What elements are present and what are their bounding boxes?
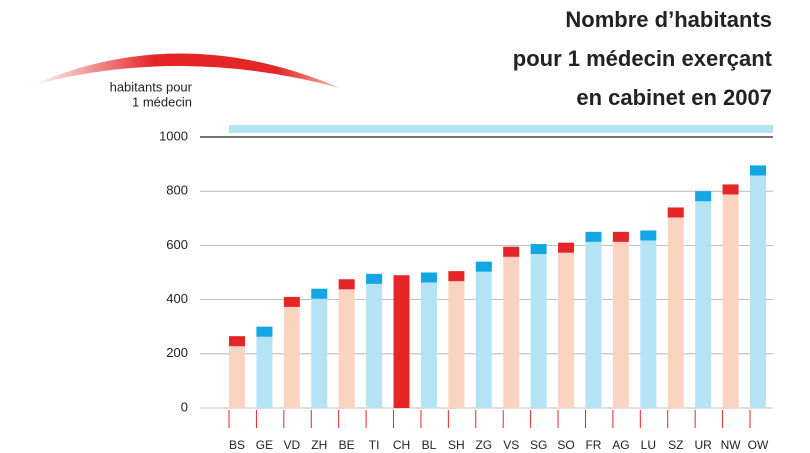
bar-cap: [695, 191, 711, 201]
chart-title: pour 1 médecin exerçant: [513, 46, 773, 71]
bar: [394, 275, 410, 408]
y-tick-label: 1000: [159, 128, 188, 143]
bar: [750, 165, 766, 408]
bar-cap: [750, 165, 766, 175]
bar: [339, 279, 355, 408]
bar-cap: [558, 243, 574, 253]
x-tick-label: ZG: [475, 438, 492, 452]
chart: habitants pour 1 médecin Nombre d’habita…: [0, 0, 810, 453]
x-tick-label: SH: [448, 438, 465, 452]
bar-cap: [585, 232, 601, 242]
y-axis-label: habitants pour: [110, 79, 193, 94]
chart-title: Nombre d’habitants: [565, 7, 772, 32]
x-tick-label: VS: [503, 438, 519, 452]
bar-cap: [448, 271, 464, 281]
bar: [448, 271, 464, 408]
bar-cap: [339, 279, 355, 289]
bar-cap: [723, 184, 739, 194]
x-tick-label: ZH: [311, 438, 327, 452]
bar-cap: [284, 297, 300, 307]
x-tick-label: UR: [694, 438, 712, 452]
bar: [503, 247, 519, 408]
bar-cap: [229, 336, 245, 346]
x-tick-label: BL: [422, 438, 437, 452]
bar-cap: [503, 247, 519, 257]
x-tick-label: SO: [557, 438, 574, 452]
x-tick-label: GE: [256, 438, 273, 452]
bar-cap: [366, 274, 382, 284]
x-tick-label: BE: [339, 438, 355, 452]
bar: [476, 262, 492, 408]
x-tick-label: LU: [641, 438, 656, 452]
y-tick-label: 600: [166, 237, 188, 252]
x-tick-label: SG: [530, 438, 547, 452]
decor-band: [229, 125, 773, 133]
bar: [256, 327, 272, 408]
bar: [723, 184, 739, 408]
bar-cap: [531, 244, 547, 254]
y-tick-label: 200: [166, 345, 188, 360]
x-tick-label: SZ: [668, 438, 683, 452]
bar: [640, 230, 656, 408]
bar: [284, 297, 300, 408]
bar-cap: [640, 230, 656, 240]
y-tick-label: 0: [181, 399, 188, 414]
bar: [531, 244, 547, 408]
bar: [421, 273, 437, 409]
bar-cap: [668, 207, 684, 217]
bar: [558, 243, 574, 408]
bar: [695, 191, 711, 408]
bar-cap: [613, 232, 629, 242]
y-axis-label: 1 médecin: [132, 94, 192, 109]
bar: [366, 274, 382, 408]
bar: [311, 289, 327, 408]
bar-cap: [311, 289, 327, 299]
chart-title: en cabinet en 2007: [576, 85, 772, 110]
bar: [668, 207, 684, 408]
x-tick-label: FR: [585, 438, 601, 452]
x-tick-label: VD: [284, 438, 301, 452]
x-tick-label: NW: [721, 438, 742, 452]
bar-cap: [421, 273, 437, 283]
bar: [585, 232, 601, 408]
x-tick-label: CH: [393, 438, 410, 452]
y-tick-label: 800: [166, 183, 188, 198]
x-tick-label: OW: [748, 438, 769, 452]
bar-cap: [476, 262, 492, 272]
x-tick-label: BS: [229, 438, 245, 452]
x-tick-label: TI: [369, 438, 380, 452]
bar-cap: [256, 327, 272, 337]
x-tick-label: AG: [612, 438, 629, 452]
y-tick-label: 400: [166, 291, 188, 306]
bar: [229, 336, 245, 408]
bar: [613, 232, 629, 408]
